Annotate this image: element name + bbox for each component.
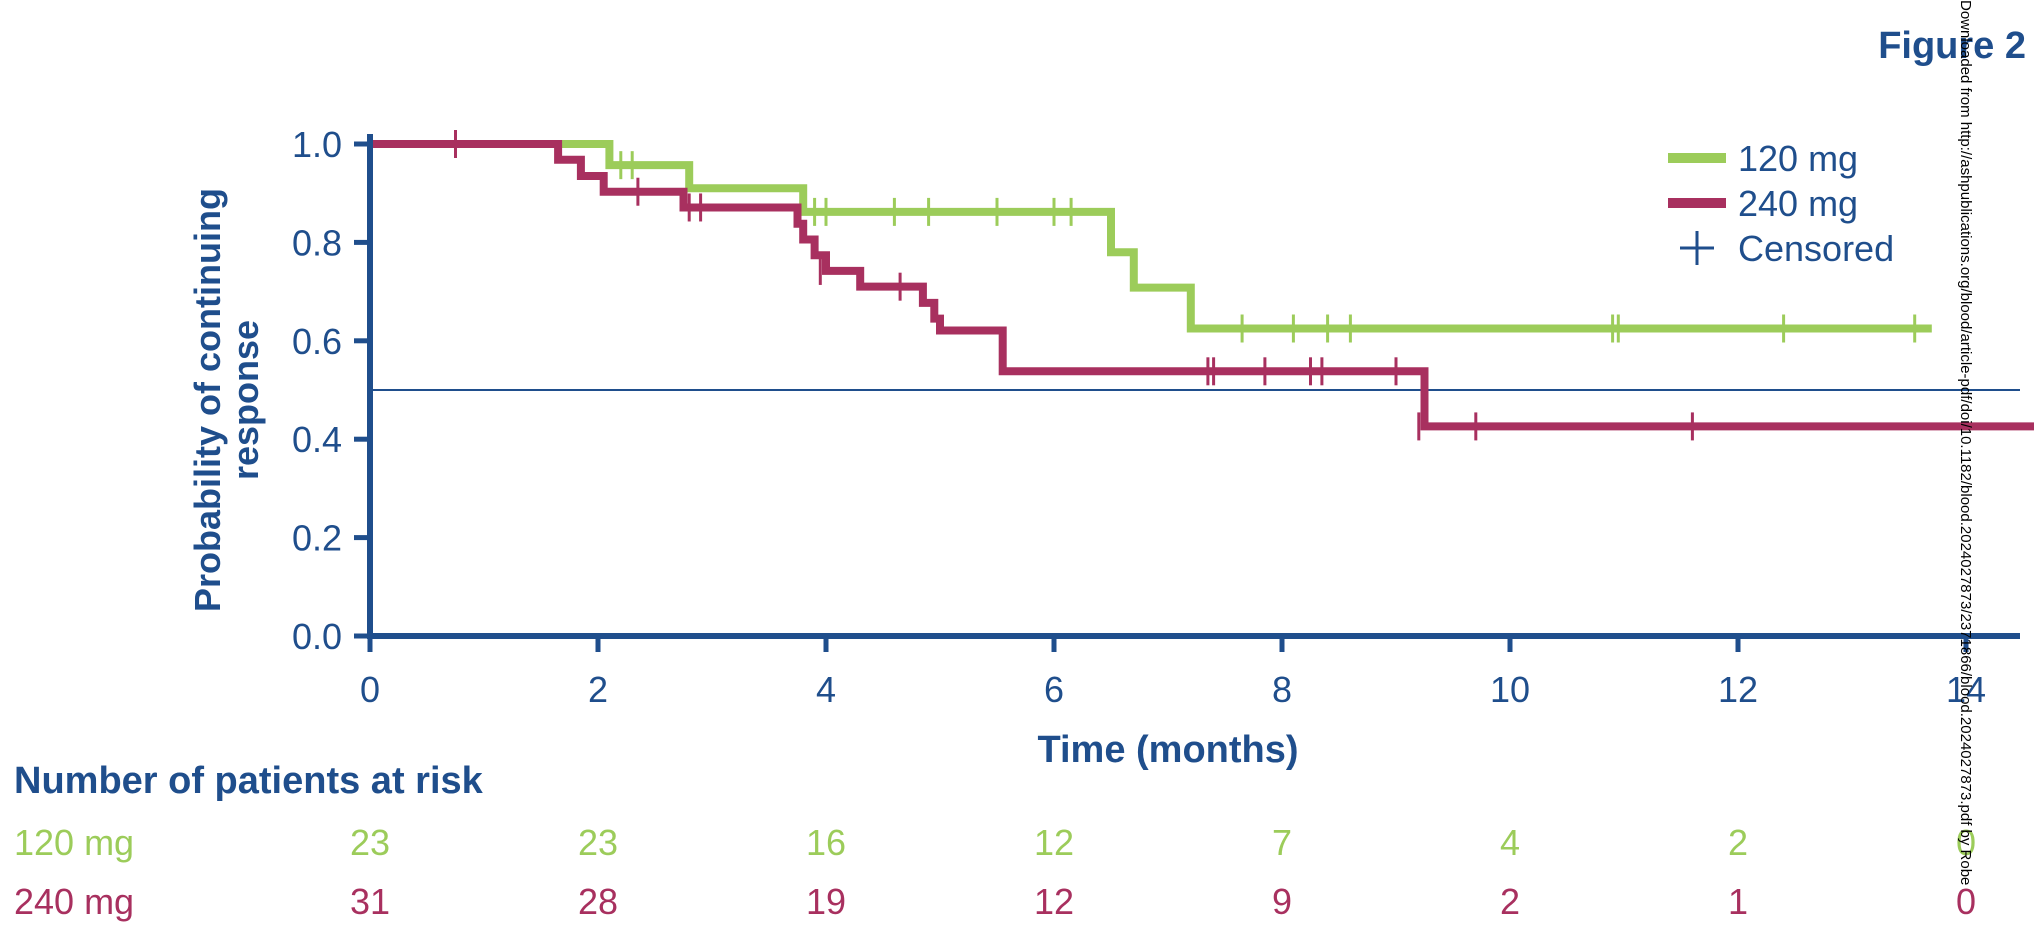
y-tick-label: 0.0 — [292, 616, 342, 657]
risk-count: 0 — [1956, 822, 1976, 863]
risk-count: 2 — [1500, 881, 1520, 922]
risk-count: 7 — [1272, 822, 1292, 863]
y-axis-title-line2: response — [225, 320, 266, 480]
risk-count: 19 — [806, 881, 846, 922]
risk-count: 31 — [350, 881, 390, 922]
figure-label: Figure 2 — [1878, 25, 2026, 67]
x-axis-title: Time (months) — [1037, 729, 1298, 771]
risk-table-title: Number of patients at risk — [14, 760, 484, 802]
series-line-240-mg — [370, 140, 2034, 431]
download-watermark: Downloaded from http://ashpublications.o… — [1952, 0, 1974, 946]
watermark-text: Downloaded from http://ashpublications.o… — [1957, 0, 1974, 886]
risk-count: 1 — [1728, 881, 1748, 922]
legend-label: 240 mg — [1738, 183, 1858, 224]
x-tick-label: 10 — [1490, 669, 1530, 710]
y-tick-label: 0.6 — [292, 321, 342, 362]
risk-table: 120 mg 23 23 16 12 7 4 2 0 240 mg 31 28 19 12 9 2 1 0 — [14, 822, 1976, 922]
risk-count: 23 — [578, 822, 618, 863]
x-tick-label: 2 — [588, 669, 608, 710]
risk-count: 16 — [806, 822, 846, 863]
risk-count: 28 — [578, 881, 618, 922]
x-tick-label: 0 — [360, 669, 380, 710]
x-axis-ticks: 0 2 4 6 8 10 12 14 — [360, 636, 1986, 710]
legend-label-censored: Censored — [1738, 228, 1894, 269]
risk-count: 12 — [1034, 822, 1074, 863]
risk-count: 4 — [1500, 822, 1520, 863]
x-tick-label: 6 — [1044, 669, 1064, 710]
risk-count: 12 — [1034, 881, 1074, 922]
series-layer — [370, 130, 2034, 441]
x-tick-label: 12 — [1718, 669, 1758, 710]
risk-count: 9 — [1272, 881, 1292, 922]
risk-count: 0 — [1956, 881, 1976, 922]
y-tick-label: 0.8 — [292, 222, 342, 263]
y-tick-label: 0.2 — [292, 518, 342, 559]
series-line-120-mg — [370, 140, 1932, 333]
y-tick-label: 0.4 — [292, 419, 342, 460]
legend-label: 120 mg — [1738, 138, 1858, 179]
y-axis-ticks: 0.0 0.2 0.4 0.6 0.8 1.0 — [292, 124, 370, 657]
y-axis-title-line1: Probability of continuing — [187, 188, 228, 612]
x-tick-label: 4 — [816, 669, 836, 710]
risk-count: 2 — [1728, 822, 1748, 863]
risk-count: 23 — [350, 822, 390, 863]
x-tick-label: 8 — [1272, 669, 1292, 710]
y-tick-label: 1.0 — [292, 124, 342, 165]
x-tick-label: 14 — [1946, 669, 1986, 710]
risk-row-label: 120 mg — [14, 822, 134, 863]
risk-row-label: 240 mg — [14, 881, 134, 922]
